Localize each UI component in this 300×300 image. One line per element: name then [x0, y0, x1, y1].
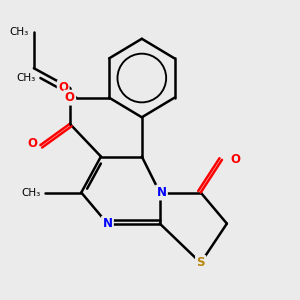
- Text: N: N: [103, 217, 112, 230]
- Text: S: S: [196, 256, 205, 269]
- Text: CH₃: CH₃: [10, 27, 29, 37]
- Text: N: N: [157, 186, 166, 199]
- Text: O: O: [230, 153, 240, 166]
- Text: CH₃: CH₃: [16, 73, 35, 83]
- Text: O: O: [58, 81, 68, 94]
- Text: CH₃: CH₃: [21, 188, 40, 197]
- Text: O: O: [65, 91, 75, 104]
- Text: O: O: [27, 137, 37, 150]
